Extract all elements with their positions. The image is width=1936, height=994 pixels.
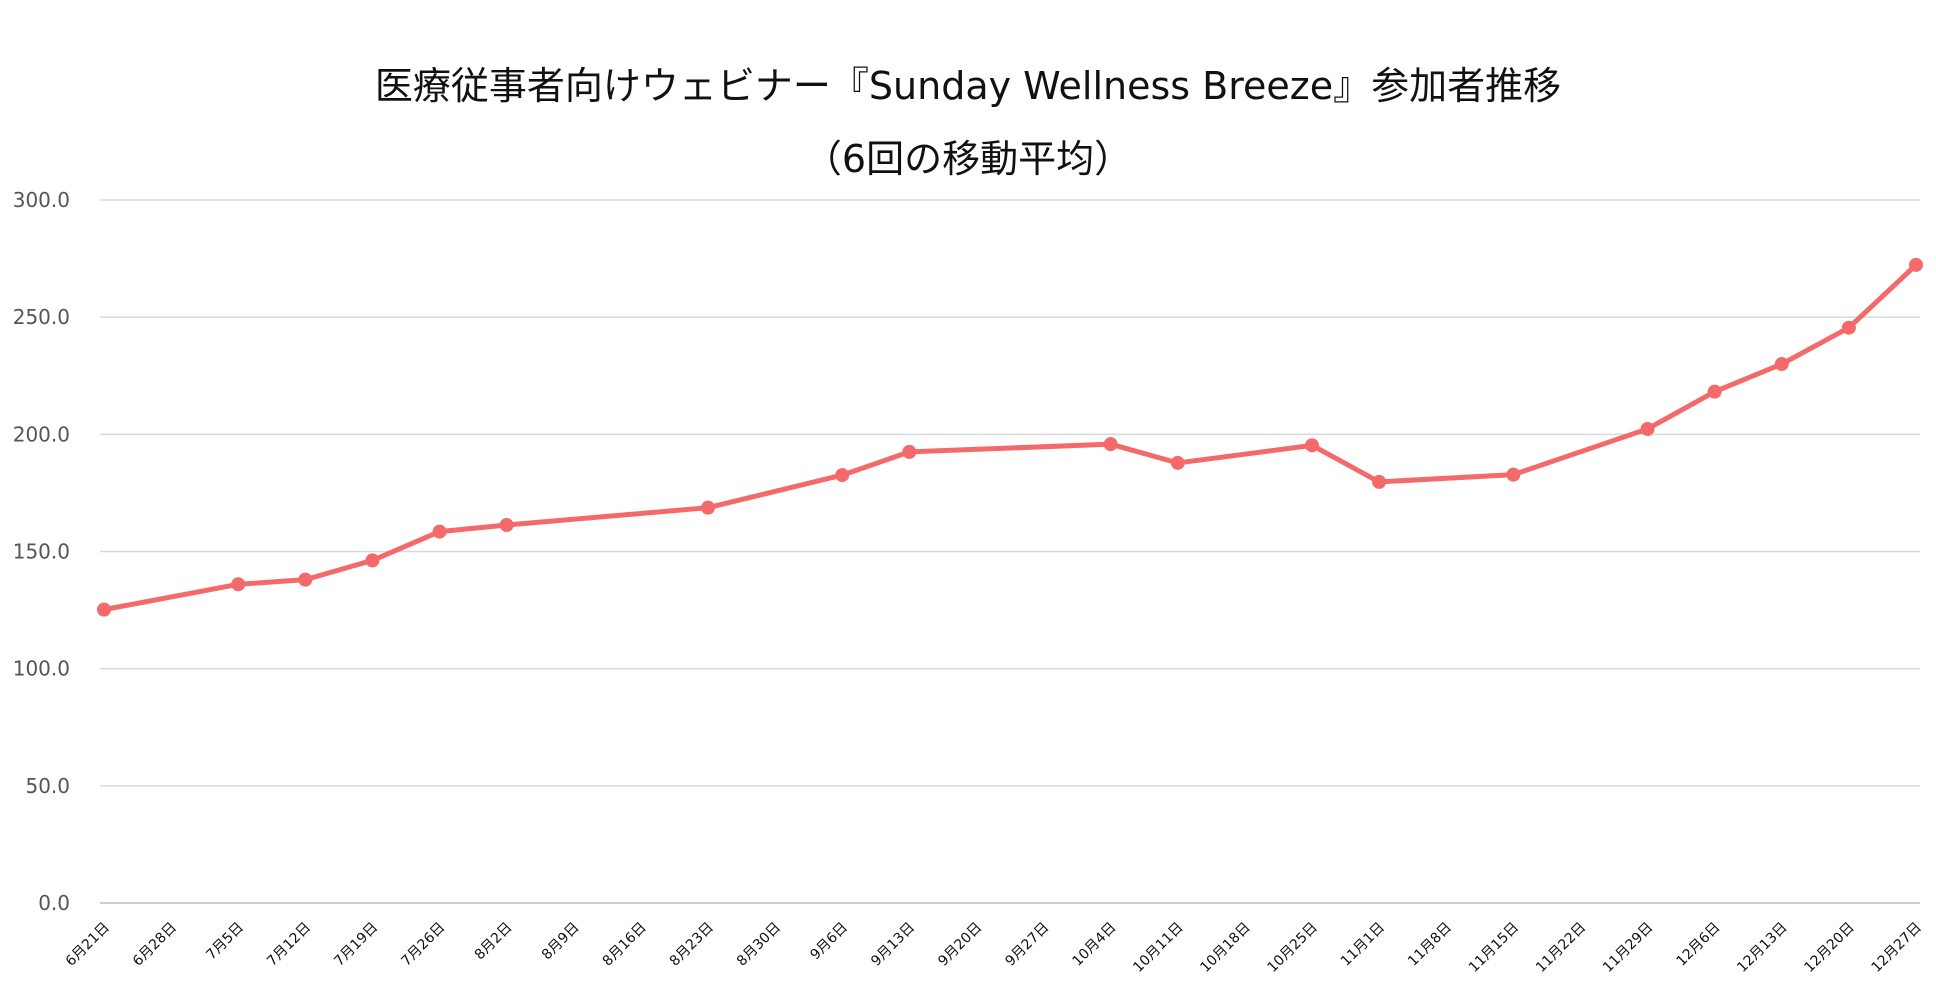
x-tick-label: 9月20日 (935, 920, 985, 970)
data-point (1506, 467, 1521, 482)
series-layer (97, 257, 1923, 617)
x-tick-label: 11月1日 (1338, 920, 1388, 970)
y-tick-label: 50.0 (25, 774, 70, 798)
data-point (1909, 257, 1923, 272)
x-tick-label: 10月25日 (1265, 920, 1321, 976)
x-tick-label: 8月23日 (667, 920, 717, 970)
data-point (1170, 455, 1185, 470)
x-tick-label: 11月29日 (1600, 920, 1656, 976)
data-point (701, 500, 715, 515)
data-point (902, 444, 917, 459)
x-tick-label: 12月27日 (1869, 920, 1925, 976)
x-tick-label: 7月12日 (264, 920, 314, 970)
y-axis-tick-labels: 0.0 50.0 100.0 150.0 200.0 250.0 300.0 (13, 188, 70, 915)
x-tick-label: 6月28日 (130, 920, 180, 970)
x-tick-label: 7月5日 (203, 920, 247, 964)
x-tick-label: 8月30日 (734, 920, 784, 970)
data-point (298, 572, 313, 587)
y-tick-label: 150.0 (13, 540, 70, 564)
x-tick-label: 12月6日 (1673, 920, 1723, 970)
y-tick-label: 100.0 (13, 657, 70, 681)
chart-title: 医療従事者向けウェビナー『Sunday Wellness Breeze』参加者推… (374, 64, 1562, 108)
data-point (1841, 320, 1856, 335)
x-tick-label: 10月11日 (1130, 920, 1186, 976)
x-tick-label: 9月27日 (1002, 920, 1052, 970)
x-tick-label: 7月26日 (398, 920, 448, 970)
x-tick-label: 11月8日 (1405, 920, 1455, 970)
x-tick-label: 8月2日 (472, 920, 516, 964)
x-tick-label: 11月15日 (1466, 920, 1522, 976)
x-tick-label: 6月21日 (63, 920, 113, 970)
y-tick-label: 300.0 (13, 188, 70, 212)
x-tick-label: 9月13日 (868, 920, 918, 970)
x-tick-label: 11月22日 (1533, 920, 1589, 976)
data-point (1774, 357, 1789, 372)
data-point (499, 518, 514, 533)
y-tick-label: 0.0 (38, 891, 70, 915)
x-tick-label: 10月4日 (1069, 920, 1119, 970)
data-point (1640, 421, 1655, 436)
data-point (835, 468, 850, 483)
x-tick-label: 10月18日 (1197, 920, 1253, 976)
y-tick-label: 200.0 (13, 422, 70, 446)
x-tick-label: 12月20日 (1801, 920, 1857, 976)
data-point (365, 553, 380, 568)
data-point (231, 577, 246, 592)
chart-subtitle: （6回の移動平均） (803, 137, 1133, 181)
data-point (1103, 437, 1118, 452)
x-tick-label: 7月19日 (331, 920, 381, 970)
gridlines (100, 199, 1920, 904)
x-axis-tick-labels: 6月21日 6月28日 7月5日 7月12日 7月19日 7月26日 8月2日 8月9日 8月1… (63, 920, 1925, 976)
x-tick-label: 12月13日 (1734, 920, 1790, 976)
y-tick-label: 250.0 (13, 305, 70, 329)
x-tick-label: 8月16日 (600, 920, 650, 970)
data-point (1372, 474, 1387, 489)
data-point (97, 602, 111, 617)
x-tick-label: 8月9日 (539, 920, 583, 964)
x-tick-label: 9月6日 (807, 920, 851, 964)
data-point (432, 524, 447, 539)
data-point (1707, 384, 1722, 399)
data-point (1305, 438, 1319, 453)
